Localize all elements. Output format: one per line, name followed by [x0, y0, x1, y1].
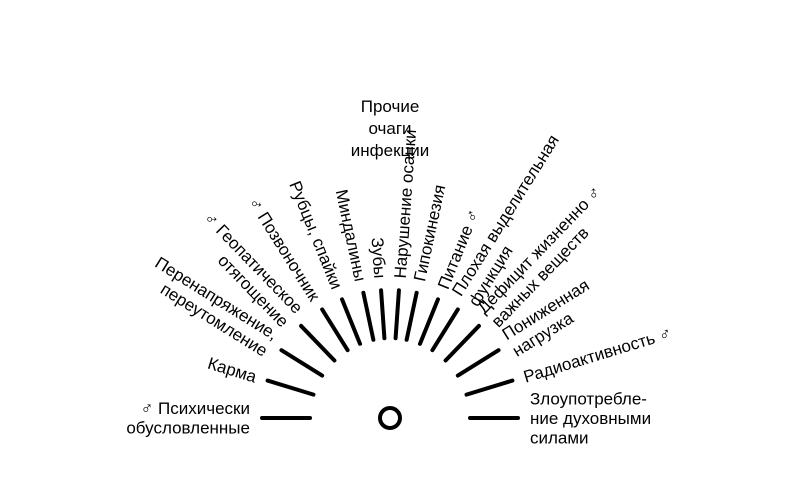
ray-label-group: Карма: [205, 354, 259, 387]
ray-label-line: Карма: [205, 354, 259, 387]
ray-line: [381, 290, 384, 338]
center-circle: [380, 408, 400, 428]
ray-line: [467, 381, 513, 395]
ray-line: [420, 299, 438, 344]
ray-label-line: ♂ Психически: [141, 399, 250, 418]
center-top-label-line: инфекции: [351, 141, 430, 160]
ray-label-group: Злоупотребле-ние духовнымисилами: [530, 389, 651, 447]
center-top-label-line: очаги: [368, 119, 411, 138]
ray-line: [301, 326, 334, 361]
ray-label-group: Зубы: [367, 237, 389, 279]
ray-line: [446, 326, 479, 361]
ray-line: [432, 309, 457, 350]
ray-line: [396, 290, 399, 338]
center-top-label-line: Прочие: [361, 97, 420, 116]
ray-label-line: ние духовными: [530, 409, 651, 428]
ray-label-line: Злоупотребле-: [530, 389, 647, 408]
ray-line: [363, 293, 373, 340]
radial-diagram: ♂ ПсихическиобусловленныеКармаПеренапряж…: [0, 0, 795, 504]
ray-line: [458, 350, 499, 375]
ray-line: [281, 350, 322, 375]
ray-label-group: ♂ Психическиобусловленные: [126, 399, 250, 438]
ray-line: [342, 299, 360, 344]
center-top-label: Прочие очаги инфекции: [351, 97, 430, 160]
ray-label-line: силами: [530, 429, 589, 448]
ray-line: [322, 309, 347, 350]
ray-line: [268, 381, 314, 395]
ray-line: [407, 293, 417, 340]
ray-label-line: Зубы: [367, 237, 389, 279]
ray-label-line: обусловленные: [126, 419, 250, 438]
